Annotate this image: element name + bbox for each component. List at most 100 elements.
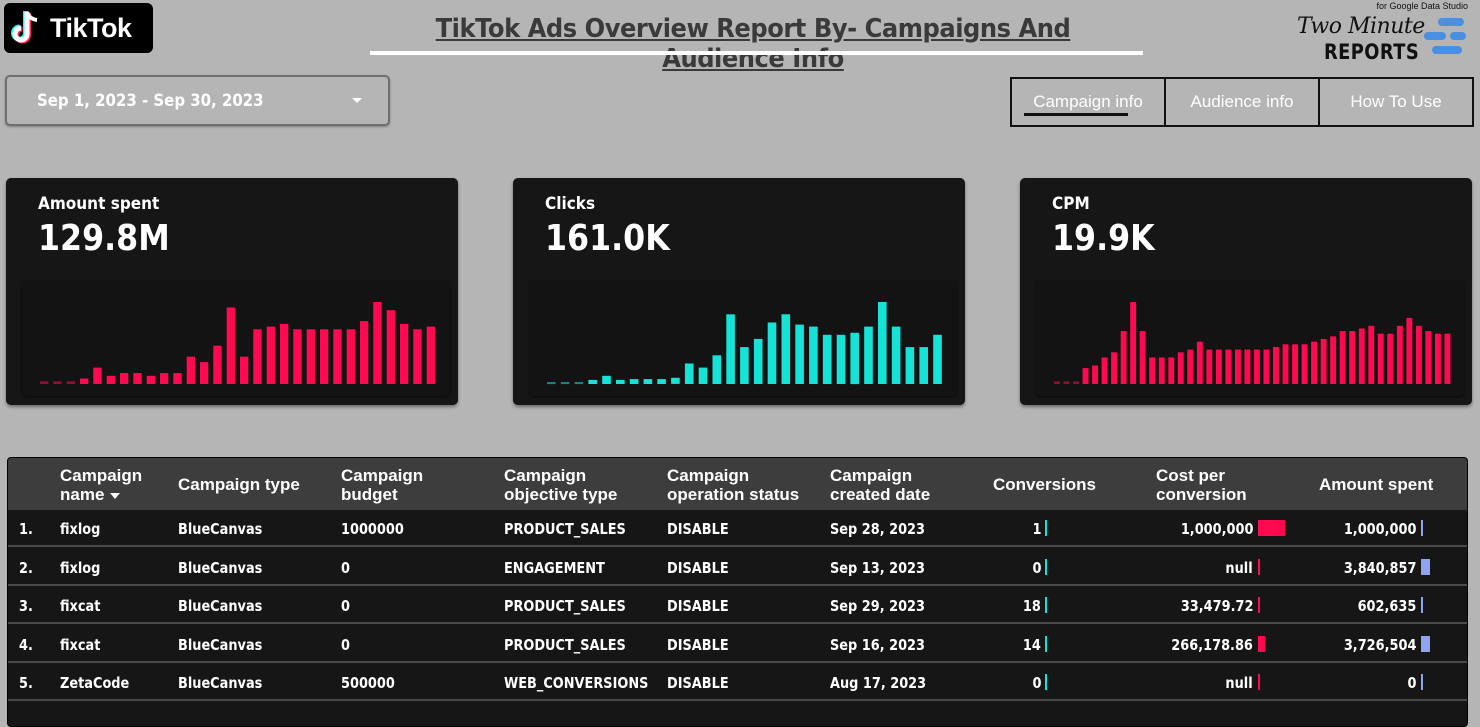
table-header: Campaign name Campaign type Campaign budg… [8, 458, 1467, 510]
sparkline-bar [1168, 357, 1175, 384]
cell-conversions-bar [1045, 635, 1047, 652]
table-row[interactable]: 4. fixcat BlueCanvas 0 PRODUCT_SALES DISABLE S… [8, 626, 1467, 663]
cell-conversions: 0 [1032, 674, 1041, 692]
cell-amount-spent-bar [1421, 635, 1430, 652]
sparkline-bar [413, 329, 422, 384]
header-line: Campaign [504, 466, 587, 485]
tab-how-to-use[interactable]: How To Use [1320, 79, 1472, 125]
header-line: Campaign [341, 466, 424, 485]
sparkline-bar [616, 379, 625, 384]
table-row[interactable]: 1. fixlog BlueCanvas 1000000 PRODUCT_SALES DI… [8, 510, 1467, 547]
scorecard-cpm[interactable]: CPM 19.9K [1020, 178, 1472, 405]
cell-amount-spent-bar [1421, 558, 1430, 575]
sparkline-bar [1054, 381, 1060, 384]
cell-objective: PRODUCT_SALES [504, 520, 626, 538]
sparkline-bar [1387, 333, 1394, 384]
cell-conversions-bar [1045, 520, 1047, 536]
col-header-campaign-type[interactable]: Campaign type [178, 475, 300, 494]
sparkline-bar [293, 329, 302, 384]
cell-conversions: 0 [1032, 558, 1041, 577]
cell-campaign-type: BlueCanvas [178, 635, 263, 654]
cell-objective: WEB_CONVERSIONS [504, 674, 649, 692]
sparkline-bar [160, 373, 169, 384]
header-line: name [60, 485, 105, 504]
header-line: Campaign [830, 466, 913, 485]
header-line: Campaign type [178, 475, 300, 494]
sparkline-bar [426, 326, 435, 384]
cell-created-date: Sep 16, 2023 [830, 635, 926, 654]
sparkline-bar [253, 329, 262, 384]
cell-cost-per-conversion: 266,178.86 [1171, 635, 1253, 654]
sparkline-bar [1111, 352, 1117, 384]
sparkline-bar [400, 323, 409, 384]
sparkline-bar [836, 334, 846, 384]
sparkline-bar [657, 379, 666, 384]
header-line: Campaign [667, 466, 750, 485]
cell-conversions-bar [1045, 558, 1047, 575]
sparkline-bar [1415, 325, 1422, 384]
sparkline-bar [1320, 339, 1327, 384]
sparkline-bar [1349, 331, 1356, 384]
sparkline-bar [574, 382, 584, 385]
sparkline-bar [698, 367, 708, 384]
cell-amount-spent-bar [1421, 520, 1423, 536]
date-range-picker[interactable]: Sep 1, 2023 - Sep 30, 2023 [5, 75, 390, 126]
table-row[interactable]: 2. fixlog BlueCanvas 0 ENGAGEMENT DISABLE Sep … [8, 549, 1467, 586]
sparkline-bar [1073, 381, 1079, 384]
cell-status: DISABLE [667, 520, 729, 538]
sparkline-bar [66, 381, 75, 384]
brand-bars-icon [1424, 18, 1466, 54]
cell-created-date: Sep 28, 2023 [830, 520, 926, 538]
sparkline-bar [360, 321, 369, 384]
cell-objective: PRODUCT_SALES [504, 635, 626, 654]
sparkline-bar [1330, 336, 1337, 384]
col-header-amount-spent[interactable]: Amount spent [1319, 475, 1433, 494]
logo-text: TikTok [50, 12, 132, 43]
col-header-campaign-budget[interactable]: Campaign budget [341, 466, 423, 504]
header-line: conversion [1156, 485, 1247, 504]
sparkline-bar [1339, 331, 1346, 384]
scorecard-clicks[interactable]: Clicks 161.0K [513, 178, 965, 405]
col-header-created-date[interactable]: Campaign created date [830, 466, 930, 504]
cell-conversions: 18 [1023, 597, 1041, 615]
col-header-conversions[interactable]: Conversions [993, 475, 1096, 494]
sparkline-bar [781, 314, 791, 384]
cell-cost-per-conversion: null [1225, 674, 1253, 692]
sparkline-bar [1082, 368, 1089, 384]
sparkline-bar [795, 324, 804, 384]
sparkline-bar [822, 334, 832, 384]
tab-campaign-info[interactable]: Campaign info [1012, 79, 1166, 125]
sparkline-bar [386, 310, 395, 384]
sparkline-panel [529, 280, 957, 396]
sort-desc-icon [110, 492, 121, 499]
col-header-operation-status[interactable]: Campaign operation status [667, 466, 799, 504]
cell-created-date: Sep 13, 2023 [830, 558, 926, 577]
col-header-campaign-name[interactable]: Campaign name [60, 466, 142, 504]
col-header-objective-type[interactable]: Campaign objective type [504, 466, 617, 504]
row-index: 4. [19, 635, 33, 654]
sparkline-bar [1206, 349, 1213, 384]
sparkline-bar [919, 347, 928, 384]
table-row[interactable]: 5. ZetaCode BlueCanvas 500000 WEB_CONVERSION… [8, 664, 1467, 701]
sparkline-bar [1177, 352, 1184, 384]
sparkline-chart [40, 302, 435, 384]
sparkline-panel [1036, 280, 1464, 396]
sparkline-bar [740, 347, 749, 384]
sparkline-bar [1215, 349, 1222, 384]
sparkline-bar [1120, 331, 1127, 384]
sparkline-bar [1149, 357, 1156, 384]
cell-cost-per-conversion-bar [1258, 635, 1265, 652]
sparkline-bar [1406, 317, 1413, 384]
sparkline-bar [1254, 349, 1260, 384]
cell-campaign-type: BlueCanvas [178, 597, 263, 615]
sparkline-bar [1396, 325, 1403, 384]
sparkline-bar [200, 362, 209, 384]
row-index: 3. [19, 597, 33, 615]
tab-audience-info[interactable]: Audience info [1166, 79, 1320, 125]
scorecard-amount-spent[interactable]: Amount spent 129.8M [6, 178, 458, 405]
scorecard-value: 129.8M [38, 218, 170, 259]
table-row[interactable]: 3. fixcat BlueCanvas 0 PRODUCT_SALES DISABLE S… [8, 587, 1467, 624]
sparkline-bar [120, 373, 129, 384]
col-header-cost-per-conversion[interactable]: Cost per conversion [1156, 466, 1247, 504]
sparkline-bar [280, 323, 289, 384]
